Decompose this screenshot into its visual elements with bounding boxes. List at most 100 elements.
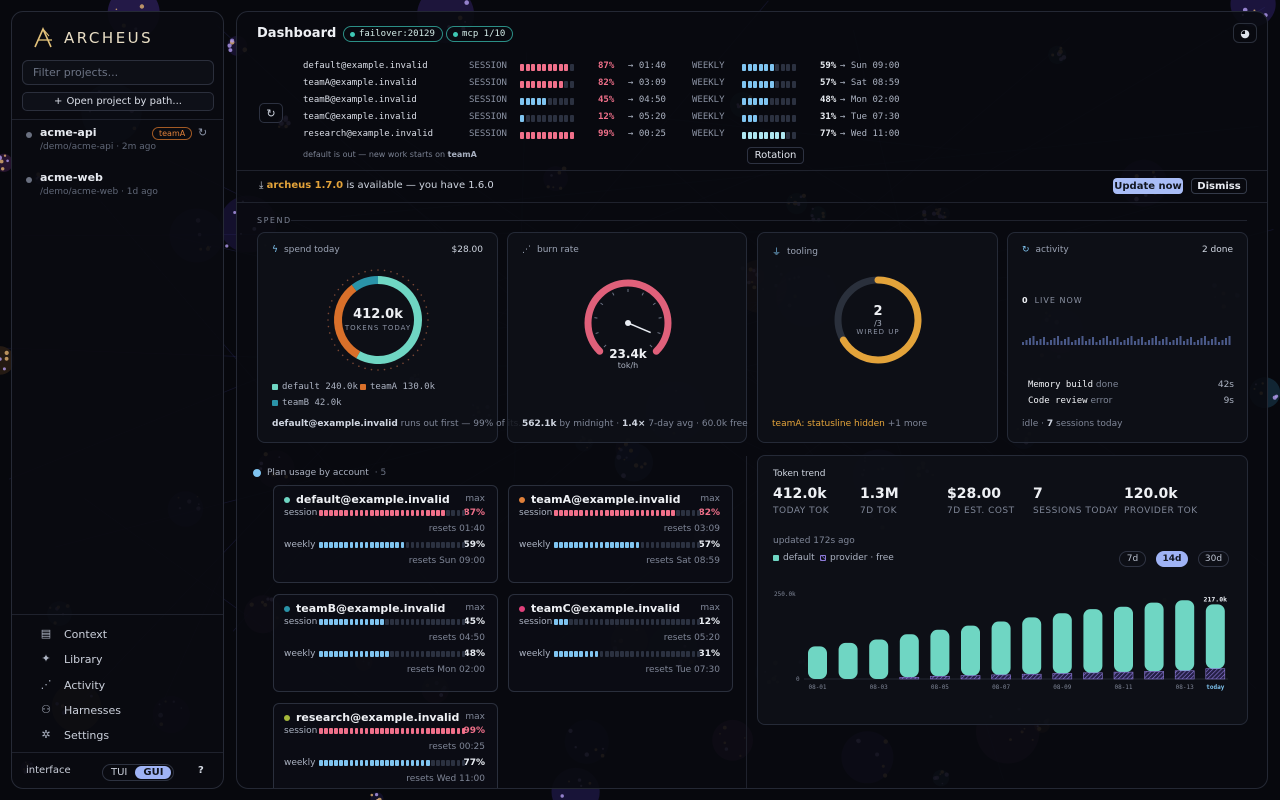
account-card[interactable]: teamC@example.invalid max session 12% resets…	[508, 594, 733, 692]
plug-icon: ⏚	[772, 248, 782, 258]
bar-segment	[786, 132, 790, 139]
stat-label: PROVIDER TOK	[1124, 506, 1198, 516]
refresh-button[interactable]: ↻	[259, 103, 283, 123]
bar-segment	[559, 542, 563, 548]
bar-segment	[324, 619, 328, 625]
account-card[interactable]: research@example.invalid max session 99% res…	[273, 703, 498, 788]
bar-segment	[742, 81, 746, 88]
bar-segment	[441, 651, 445, 657]
bar-segment	[456, 542, 461, 548]
toggle-gui[interactable]: GUI	[135, 766, 172, 779]
update-now-button[interactable]: Update now	[1113, 178, 1183, 194]
filter-projects-input[interactable]	[22, 60, 214, 85]
bar-segment	[339, 542, 343, 548]
activity-sparkline	[1022, 336, 1231, 345]
bar-segment	[780, 81, 785, 88]
weekly-bar	[742, 98, 796, 105]
bar-segment	[425, 510, 430, 516]
account-card[interactable]: teamA@example.invalid max session 82% resets…	[508, 485, 733, 583]
foot-mid: by midnight ·	[559, 419, 620, 429]
activity-icon: ⋰	[522, 245, 531, 255]
update-text: is available — you have 1.6.0	[346, 180, 494, 191]
rotation-row[interactable]: default@example.invalid SESSION 87% → 01:40…	[303, 61, 943, 75]
live-label: LIVE NOW	[1034, 296, 1083, 305]
session-reset: resets 04:50	[428, 633, 485, 643]
rotation-row[interactable]: teamB@example.invalid SESSION 45% → 04:50 WE…	[303, 95, 943, 109]
bar-segment	[775, 64, 779, 71]
bar-segment	[553, 81, 557, 88]
rotation-button[interactable]: Rotation	[747, 147, 804, 164]
tooling-warning[interactable]: teamA: statusline hidden	[772, 419, 885, 429]
nav-harnesses[interactable]: ⚇ Harnesses	[12, 699, 225, 721]
bar-segment	[764, 81, 768, 88]
bar-segment	[385, 728, 389, 734]
divider	[237, 202, 1267, 203]
bar-segment	[446, 619, 450, 625]
bar-segment	[620, 510, 624, 516]
weekly-percent: 59%	[820, 61, 837, 71]
status-dot	[26, 132, 32, 138]
help-button[interactable]: ?	[198, 765, 204, 776]
bar-segment	[334, 619, 338, 625]
stat-value: 412.0k	[773, 486, 827, 502]
sync-icon[interactable]: ↻	[198, 126, 208, 139]
toggle-tui[interactable]: TUI	[111, 767, 128, 778]
session-label: SESSION	[469, 95, 507, 105]
weekly-bar	[742, 81, 796, 88]
bar-segment	[334, 542, 338, 548]
spark-bar	[1067, 337, 1070, 345]
legend-label: teamB 42.0k	[282, 398, 342, 408]
open-project-button[interactable]: + Open project by path...	[22, 92, 214, 111]
bar-segment	[425, 542, 430, 548]
range-7d[interactable]: 7d	[1119, 551, 1146, 567]
dismiss-button[interactable]: Dismiss	[1191, 178, 1247, 194]
bar-segment	[645, 542, 650, 548]
nav-context[interactable]: ▤ Context	[12, 623, 225, 645]
bar-segment	[620, 619, 624, 625]
failover-pill[interactable]: failover:20129	[343, 26, 443, 42]
star	[0, 357, 2, 361]
bar-segment	[446, 651, 450, 657]
project-name: acme-web	[40, 171, 103, 184]
bar-segment	[536, 64, 541, 71]
update-banner: ⤓ archeus 1.7.0 is available — you have …	[259, 180, 494, 191]
rotation-row[interactable]: teamA@example.invalid SESSION 82% → 03:09 WE…	[303, 78, 943, 92]
bar-segment	[319, 728, 323, 734]
activity-item[interactable]: Memory build done 42s	[1028, 380, 1234, 390]
rotation-row[interactable]: research@example.invalid SESSION 99% → 00:2…	[303, 129, 943, 143]
bar-segment	[791, 98, 796, 105]
activity-item[interactable]: Code review error 9s	[1028, 396, 1234, 406]
spark-bar	[1102, 338, 1105, 345]
bar-segment	[610, 510, 614, 516]
project-tag: teamA	[152, 127, 193, 140]
refresh-icon: ↻	[1022, 245, 1030, 255]
bar-segment	[594, 542, 599, 548]
range-30d[interactable]: 30d	[1198, 551, 1229, 567]
bar-segment	[349, 510, 354, 516]
trend-bar-provider	[1205, 668, 1226, 680]
account-card[interactable]: teamB@example.invalid max session 45% resets…	[273, 594, 498, 692]
weekly-percent: 57%	[698, 540, 720, 550]
bar-segment	[780, 132, 785, 139]
weekly-percent: 31%	[698, 649, 720, 659]
mcp-pill[interactable]: mcp 1/10	[446, 26, 514, 42]
nav-settings[interactable]: ✲ Settings	[12, 724, 225, 746]
bar-segment	[339, 510, 343, 516]
palette-icon[interactable]: ◕	[1233, 23, 1257, 43]
bar-segment	[395, 619, 399, 625]
bar-segment	[569, 651, 573, 657]
spark-bar	[1169, 342, 1171, 345]
weekly-percent: 59%	[463, 540, 485, 550]
nav-activity[interactable]: ⋰ Activity	[12, 674, 225, 696]
weekly-label: WEEKLY	[692, 61, 725, 71]
foot-text[interactable]: +1 more	[887, 419, 928, 429]
interface-toggle[interactable]: TUI GUI	[102, 764, 174, 781]
ring-tick	[327, 312, 330, 315]
spark-bar	[1207, 341, 1210, 345]
account-card[interactable]: default@example.invalid max session 87% rese…	[273, 485, 498, 583]
star	[0, 159, 4, 164]
nav-library[interactable]: ✦ Library	[12, 648, 225, 670]
rotation-row[interactable]: teamC@example.invalid SESSION 12% → 05:20 WE…	[303, 112, 943, 126]
bar-segment	[604, 651, 609, 657]
range-14d[interactable]: 14d	[1156, 551, 1188, 567]
